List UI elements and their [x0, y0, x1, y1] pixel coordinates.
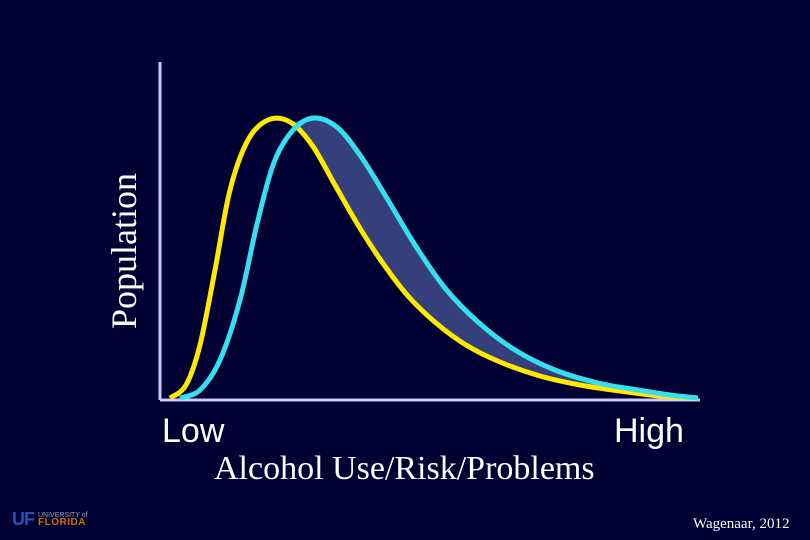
curve-cyan — [180, 118, 698, 398]
uf-logo-line2: FLORIDA — [38, 517, 86, 528]
gap-region — [290, 118, 698, 398]
x-axis-title: Alcohol Use/Risk/Problems — [214, 450, 595, 488]
citation-text: Wagenaar, 2012 — [693, 516, 789, 533]
uf-logo: UF UNIVERSITY of FLORIDA — [12, 509, 88, 530]
y-axis-label: Population — [103, 173, 145, 329]
slide-root: Population Low High Alcohol Use/Risk/Pro… — [0, 0, 810, 540]
x-axis-low-label: Low — [162, 412, 224, 451]
x-axis-high-label: High — [614, 412, 684, 451]
uf-logo-text: UNIVERSITY of FLORIDA — [38, 512, 88, 527]
uf-mark-icon: UF — [12, 509, 34, 530]
